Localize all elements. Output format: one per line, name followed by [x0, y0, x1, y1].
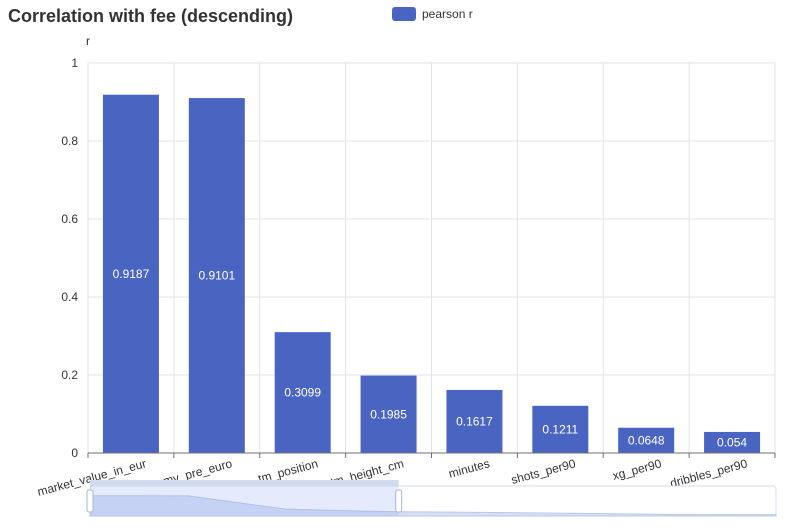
bar[interactable]: [704, 431, 761, 453]
data-zoom-slider[interactable]: [86, 480, 777, 517]
y-tick-label: 1: [71, 56, 78, 70]
bar-value-label: 0.0648: [628, 433, 665, 447]
bar-value-label: 0.1985: [370, 407, 407, 421]
x-tick-label: minutes: [447, 456, 491, 480]
bar[interactable]: [446, 389, 503, 453]
zoom-selection[interactable]: [90, 486, 399, 516]
y-axis-title: r: [86, 34, 90, 48]
chart-title: Correlation with fee (descending): [8, 6, 294, 26]
y-tick-label: 0.4: [61, 290, 78, 304]
bar[interactable]: [618, 427, 675, 453]
legend-swatch-icon: [392, 7, 416, 21]
zoom-data-shadow: [89, 495, 777, 517]
x-tick-label: shots_per90: [510, 456, 578, 487]
zoom-move-bar[interactable]: [90, 480, 399, 486]
zoom-handle-end[interactable]: [395, 489, 403, 513]
bar-value-label: 0.3099: [284, 386, 321, 400]
bars: 0.9187 0.9101 0.3099 0.1985 0.1617 0.1211 0.06…: [102, 94, 761, 453]
bar[interactable]: [274, 332, 331, 453]
bar-value-label: 0.9187: [113, 267, 150, 281]
bar[interactable]: [532, 405, 589, 453]
y-tick-label: 0.8: [61, 134, 78, 148]
bar-value-label: 0.1617: [456, 414, 493, 428]
bar[interactable]: [360, 375, 417, 453]
y-tick-label: 0.6: [61, 212, 78, 226]
legend-item-pearson-r[interactable]: pearson r: [392, 7, 473, 21]
bar[interactable]: [102, 94, 159, 453]
bar[interactable]: [188, 98, 245, 453]
bar-value-label: 0.054: [717, 435, 747, 449]
x-tick-label: xg_per90: [611, 456, 663, 483]
bar-value-label: 0.1211: [542, 422, 578, 436]
bar-value-label: 0.9101: [198, 269, 235, 283]
x-tick-label: dribbles_per90: [669, 456, 750, 490]
y-tick-label: 0.2: [61, 368, 78, 382]
zoom-handle-start[interactable]: [86, 489, 94, 513]
legend-label: pearson r: [422, 7, 473, 21]
y-tick-label: 0: [71, 446, 78, 460]
